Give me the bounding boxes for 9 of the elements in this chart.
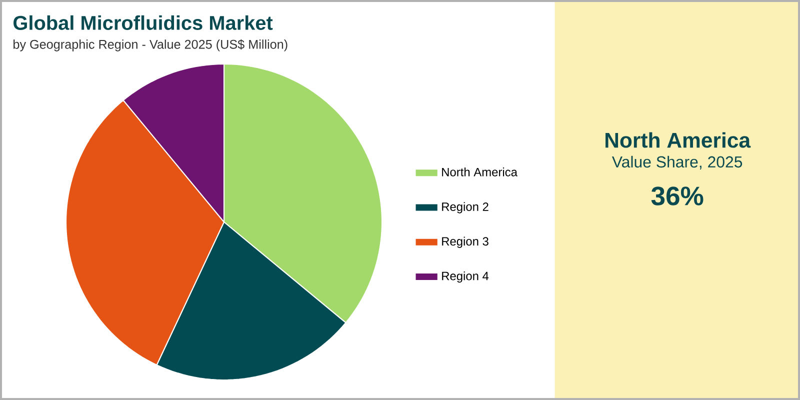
text: North America [606,132,751,148]
chart-subtitle: by Geographic Region - Value 2025 (US$ Million) [14,39,288,52]
legend-label: Region 2 [442,202,488,214]
text: Value Share, 2025 [612,156,742,170]
legend-label: Region 3 [442,236,488,248]
text: 36% [651,186,704,206]
chart-title: Global Microfluidics Market [14,15,273,30]
legend-label: North America [442,168,518,176]
legend-label: Region 4 [442,271,489,283]
